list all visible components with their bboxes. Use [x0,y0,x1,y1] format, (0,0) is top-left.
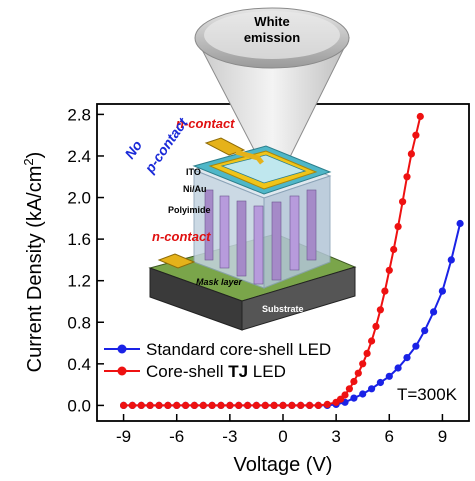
data-point-tj [381,287,389,295]
polyimide-label: Polyimide [168,205,211,215]
data-point-standard [368,385,376,393]
data-point-tj [399,198,407,206]
data-point-standard [412,342,420,350]
data-point-standard [394,364,402,372]
beam-label-line1: White [254,14,289,29]
data-point-tj [288,401,296,409]
data-point-tj [261,401,269,409]
x-tick-label: 0 [278,427,287,446]
data-point-standard [430,308,438,316]
white-emission-beam: White emission [194,7,350,166]
left-n-contact-label: n-contact [152,229,211,244]
legend-marker-tj [117,366,127,376]
data-point-tj [323,400,331,408]
data-point-tj [403,173,411,181]
x-axis-title: Voltage (V) [234,454,333,476]
data-point-standard [438,287,446,295]
ito-label: ITO [186,167,201,177]
data-point-tj [128,401,136,409]
data-point-tj [173,401,181,409]
polyimide-body [192,145,332,289]
data-point-standard [359,390,367,398]
no-p-contact-line1: No [121,137,145,162]
legend-marker-standard [117,344,127,354]
x-tick-label: 3 [331,427,340,446]
data-point-tj [416,112,424,121]
x-tick-label: 6 [385,427,394,446]
data-point-tj [314,401,322,409]
y-axis-ticks: 0.0 0.4 0.8 1.2 1.6 2.0 2.4 2.8 [67,105,104,415]
data-point-tj [120,401,128,409]
data-point-tj [385,266,393,274]
data-point-tj [155,401,163,409]
y-tick-label: 0.0 [67,396,91,415]
data-point-tj [407,150,415,158]
y-tick-label: 2.8 [67,105,91,124]
data-point-tj [297,401,305,409]
data-point-tj [390,245,398,254]
data-point-tj [226,401,234,409]
data-point-tj [372,322,380,330]
data-point-tj [306,401,314,409]
data-point-tj [354,369,362,377]
top-n-contact-pad [204,137,264,165]
y-tick-label: 2.0 [67,189,91,208]
data-point-tj [199,401,207,409]
data-point-tj [376,306,384,314]
data-point-standard [403,354,411,362]
y-tick-label: 0.8 [67,313,91,332]
data-point-standard [376,378,384,387]
data-point-standard [447,256,455,264]
data-point-standard [385,372,393,380]
left-n-contact-pad [157,253,196,269]
y-tick-label: 0.4 [67,355,91,374]
y-tick-label: 1.2 [67,272,91,291]
mask-layer-label: Mask layer [196,277,243,287]
data-point-tj [146,401,154,409]
data-point-tj [137,401,145,409]
data-point-tj [350,377,358,386]
inset-schematic: White emission Substrate Mask layer [121,7,357,331]
y-tick-label: 2.4 [67,147,91,166]
data-point-tj [190,401,198,409]
legend: Standard core-shell LED Core-shell TJ LE… [104,340,331,381]
data-point-tj [164,401,172,409]
data-point-standard [421,327,429,335]
data-point-tj [279,401,287,409]
x-axis-ticks: -9 -6 -3 0 3 6 9 [116,414,447,446]
x-tick-label: 9 [438,427,447,446]
top-n-contact-label: n-contact [176,116,235,131]
data-point-tj [270,401,278,409]
data-point-tj [368,337,376,345]
data-point-tj [412,131,420,139]
y-tick-label: 1.6 [67,230,91,249]
data-point-standard [456,219,464,228]
data-point-tj [182,401,190,409]
substrate-label: Substrate [262,304,304,314]
no-p-contact-line2: p-contact [141,114,192,177]
beam-label-line2: emission [244,30,300,45]
data-point-tj [217,401,225,409]
data-point-tj [359,360,367,368]
y-axis-title: Current Density (kA/cm2) [21,152,46,373]
legend-label-tj: Core-shell TJ LED [146,362,286,381]
data-point-tj [244,401,252,409]
series-layer [120,112,464,409]
data-point-tj [252,401,260,409]
legend-label-standard: Standard core-shell LED [146,340,331,359]
data-point-standard [350,394,358,402]
data-point-tj [341,391,349,399]
data-point-tj [345,385,353,393]
niau-label: Ni/Au [183,184,207,194]
data-point-tj [394,223,402,231]
data-point-tj [363,349,371,357]
data-point-tj [208,401,216,409]
data-point-tj [235,401,243,409]
x-tick-label: -3 [222,427,237,446]
x-tick-label: -9 [116,427,131,446]
x-tick-label: -6 [169,427,184,446]
temperature-annotation: T=300K [397,385,458,404]
